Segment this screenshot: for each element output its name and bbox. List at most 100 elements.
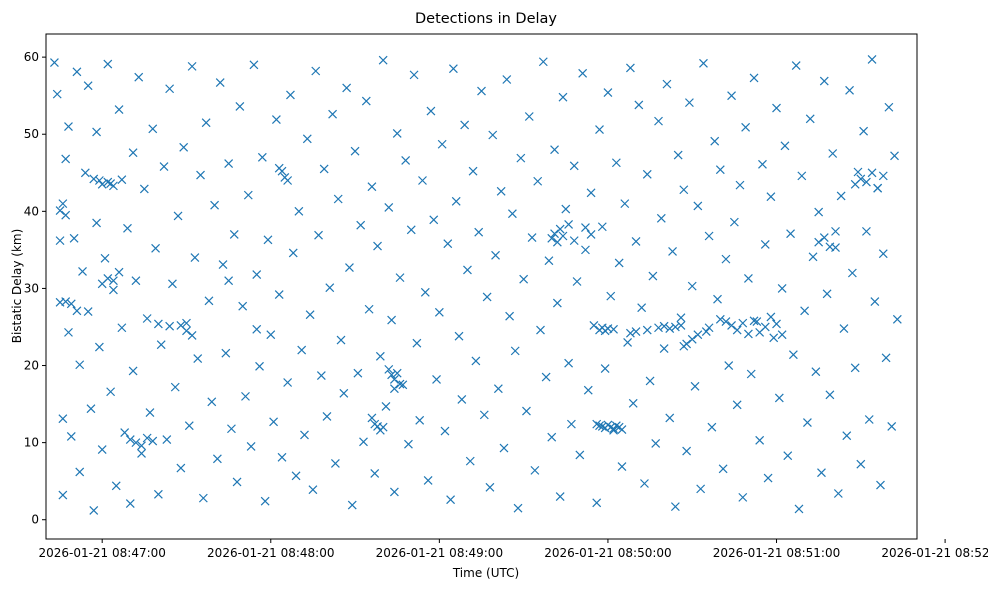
data-point — [642, 325, 652, 335]
data-point — [878, 171, 888, 181]
data-point — [412, 338, 422, 348]
data-point — [117, 175, 127, 185]
data-point — [763, 473, 773, 483]
data-point — [856, 174, 866, 184]
data-point — [193, 354, 203, 364]
data-point — [283, 176, 293, 185]
data-point — [356, 220, 366, 230]
data-point — [651, 438, 661, 448]
data-point — [715, 314, 725, 324]
data-point — [597, 222, 607, 232]
data-point — [575, 450, 585, 460]
data-point — [224, 276, 234, 286]
data-point — [123, 223, 132, 233]
data-point — [196, 170, 205, 180]
data-point — [286, 90, 295, 100]
x-axis-ticks: 2026-01-21 08:47:00 2026-01-21 08:48:00 20… — [38, 539, 988, 560]
data-point — [836, 191, 846, 201]
data-point — [255, 361, 264, 371]
data-point — [347, 500, 357, 510]
data-point — [738, 318, 748, 328]
data-point — [772, 319, 781, 329]
data-point — [634, 100, 644, 110]
data-point — [645, 376, 655, 386]
data-point — [64, 327, 73, 337]
data-point — [774, 393, 784, 403]
data-point — [187, 61, 197, 71]
data-point — [420, 287, 430, 297]
data-point — [564, 220, 574, 229]
data-point — [794, 504, 804, 514]
data-point — [460, 120, 470, 130]
data-point — [404, 439, 413, 449]
data-point — [89, 506, 99, 515]
data-point — [749, 73, 759, 83]
data-point — [656, 213, 666, 223]
data-point — [802, 418, 812, 428]
data-point — [370, 469, 380, 478]
data-point — [384, 203, 394, 212]
data-point — [378, 55, 388, 65]
data-point — [569, 161, 579, 171]
data-point — [586, 188, 596, 198]
data-point — [552, 298, 562, 308]
data-point — [746, 369, 756, 379]
data-point — [398, 380, 408, 390]
data-point — [184, 421, 194, 431]
data-point — [693, 330, 703, 340]
data-point — [61, 154, 71, 164]
data-point — [701, 327, 711, 337]
data-point — [378, 422, 388, 432]
data-point — [887, 422, 897, 431]
data-point — [777, 330, 787, 340]
data-point — [361, 96, 371, 106]
data-point — [595, 421, 604, 431]
data-point — [530, 465, 540, 475]
data-point — [760, 322, 770, 332]
y-tick-label: 50 — [24, 127, 39, 141]
data-point — [555, 492, 565, 502]
data-point — [628, 398, 638, 408]
data-point — [103, 59, 113, 69]
data-point — [204, 296, 214, 306]
data-point — [878, 249, 888, 259]
data-point — [336, 335, 346, 345]
data-point — [828, 149, 838, 158]
data-point — [499, 443, 509, 453]
data-point — [687, 334, 697, 344]
data-point — [581, 245, 590, 255]
data-point — [853, 167, 863, 177]
data-point — [729, 217, 739, 227]
data-point — [713, 294, 722, 304]
data-point — [145, 408, 155, 417]
data-point — [569, 236, 579, 246]
data-point — [477, 86, 486, 96]
data-point — [373, 241, 382, 251]
data-point — [856, 459, 866, 469]
data-point — [162, 435, 172, 444]
data-point — [58, 490, 68, 500]
data-point — [800, 306, 810, 316]
data-point — [592, 498, 602, 508]
data-point — [482, 292, 492, 302]
data-point — [617, 462, 627, 471]
data-point — [207, 397, 217, 407]
data-point — [718, 464, 728, 474]
data-point — [134, 72, 144, 82]
data-point — [139, 184, 149, 194]
data-point — [606, 422, 616, 432]
data-point — [819, 233, 829, 242]
data-point — [752, 317, 762, 327]
data-points — [50, 55, 902, 515]
x-tick-label: 2026-01-21 08:50:00 — [544, 546, 671, 560]
data-point — [210, 200, 220, 210]
data-point — [168, 279, 177, 289]
data-point — [443, 239, 453, 249]
data-point — [120, 428, 130, 438]
data-point — [263, 235, 273, 245]
data-point — [131, 276, 141, 286]
data-point — [738, 492, 748, 502]
data-point — [606, 291, 616, 301]
data-point — [862, 226, 871, 236]
